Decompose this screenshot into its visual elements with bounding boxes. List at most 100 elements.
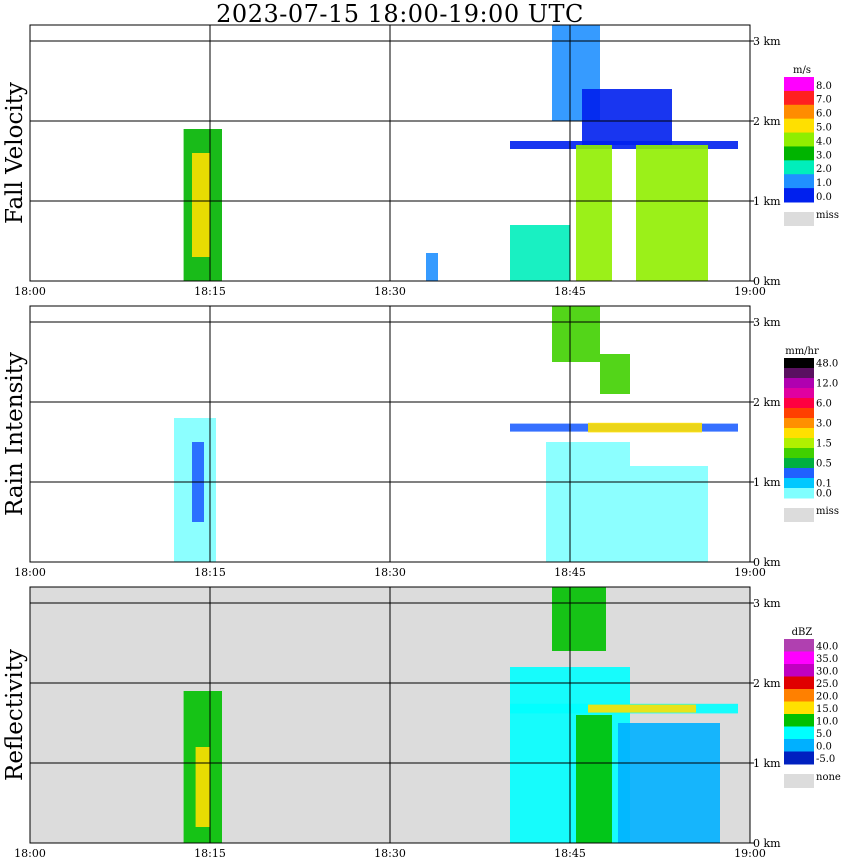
- y-axis-label: Fall Velocity: [2, 82, 28, 224]
- colorbar-swatch: [784, 639, 814, 652]
- colorbar-swatch: [784, 160, 814, 175]
- echo-cell: [582, 89, 672, 145]
- colorbar-level-label: 25.0: [816, 679, 838, 690]
- y-tick-label: 2 km: [753, 677, 781, 690]
- y-tick-label: 0 km: [753, 837, 781, 850]
- x-tick-label: 18:00: [14, 566, 46, 579]
- echo-cell: [195, 747, 210, 827]
- colorbar-swatch: [784, 388, 814, 399]
- colorbar-swatch: [784, 378, 814, 389]
- colorbar-swatch: [784, 188, 814, 203]
- panel-2: 18:00 18:15 18:30 18:45 19:000 km 1 km 2 km 3 k…: [2, 305, 839, 579]
- echo-cell: [600, 354, 630, 394]
- colorbar-level-label: 5.0: [816, 122, 832, 133]
- colorbar-unit: dBZ: [792, 627, 813, 638]
- colorbar-missing-swatch: [784, 212, 814, 226]
- colorbar-swatch: [784, 398, 814, 409]
- colorbar-swatch: [784, 664, 814, 677]
- colorbar-swatch: [784, 739, 814, 752]
- y-axis-label: Rain Intensity: [2, 352, 28, 516]
- colorbar-swatch: [784, 689, 814, 702]
- x-tick-label: 18:45: [554, 566, 586, 579]
- colorbar-swatch: [784, 478, 814, 489]
- x-tick-label: 19:00: [734, 566, 766, 579]
- colorbar-missing-swatch: [784, 508, 814, 522]
- colorbar-level-label: 7.0: [816, 95, 832, 106]
- x-tick-label: 18:30: [374, 566, 406, 579]
- y-tick-label: 1 km: [753, 195, 781, 208]
- colorbar-missing-label: miss: [816, 506, 839, 517]
- colorbar-level-label: 5.0: [816, 729, 832, 740]
- colorbar-swatch: [784, 90, 814, 106]
- colorbar-swatch: [784, 418, 814, 429]
- colorbar-swatch: [784, 104, 814, 120]
- colorbar-level-label: 6.0: [816, 109, 832, 120]
- x-tick-label: 19:00: [734, 847, 766, 860]
- x-tick-label: 19:00: [734, 285, 766, 298]
- colorbar-swatch: [784, 368, 814, 379]
- colorbar-level-label: 0.0: [816, 192, 832, 203]
- echo-cell: [192, 153, 210, 257]
- x-tick-label: 18:00: [14, 285, 46, 298]
- colorbar-level-label: 30.0: [816, 667, 838, 678]
- colorbar-level-label: 1.0: [816, 178, 832, 189]
- colorbar-level-label: 1.5: [816, 439, 832, 450]
- echo-cell: [510, 225, 570, 281]
- colorbar-level-label: -5.0: [816, 754, 835, 765]
- y-tick-label: 1 km: [753, 757, 781, 770]
- colorbar-swatch: [784, 174, 814, 189]
- x-tick-label: 18:45: [554, 847, 586, 860]
- colorbar-swatch: [784, 714, 814, 727]
- y-axis-label: Reflectivity: [2, 649, 28, 781]
- colorbar-level-label: 4.0: [816, 136, 832, 147]
- y-tick-label: 1 km: [753, 476, 781, 489]
- colorbar-level-label: 8.0: [816, 81, 832, 92]
- colorbar-level-label: 12.0: [816, 379, 838, 390]
- colorbar-swatch: [784, 458, 814, 469]
- colorbar-level-label: 3.0: [816, 419, 832, 430]
- colorbar-swatch: [784, 701, 814, 715]
- colorbar-level-label: 48.0: [816, 359, 838, 370]
- echo-cell: [636, 145, 708, 281]
- colorbar-swatch: [784, 118, 814, 134]
- colorbar-missing-label: none: [816, 772, 841, 783]
- plot-frame: [29, 305, 751, 563]
- x-tick-label: 18:30: [374, 285, 406, 298]
- chart-title: 2023-07-15 18:00-19:00 UTC: [216, 0, 584, 28]
- colorbar-level-label: 6.0: [816, 399, 832, 410]
- colorbar-level-label: 40.0: [816, 642, 838, 653]
- colorbar-swatch: [784, 358, 814, 369]
- panel-1: 18:00 18:15 18:30 18:45 19:000 km 1 km 2 km 3 k…: [2, 24, 839, 298]
- x-tick-label: 18:45: [554, 285, 586, 298]
- y-tick-label: 0 km: [753, 556, 781, 569]
- colorbar-swatch: [784, 146, 814, 161]
- colorbar-swatch: [784, 77, 814, 92]
- colorbar-swatch: [784, 651, 814, 665]
- colorbar-swatch: [784, 438, 814, 449]
- echo-cell: [426, 253, 438, 281]
- x-tick-label: 18:15: [194, 566, 226, 579]
- echo-cell: [618, 723, 720, 843]
- y-tick-label: 3 km: [753, 35, 781, 48]
- colorbar-swatch: [784, 132, 814, 147]
- y-tick-label: 3 km: [753, 316, 781, 329]
- echo-cell: [588, 704, 696, 713]
- plot-frame: [29, 24, 751, 282]
- echo-cell: [546, 442, 630, 562]
- plot-frame: [29, 586, 751, 844]
- y-tick-label: 3 km: [753, 597, 781, 610]
- x-tick-label: 18:00: [14, 847, 46, 860]
- colorbar-level-label: 3.0: [816, 150, 832, 161]
- colorbar-missing-swatch: [784, 774, 814, 788]
- colorbar-level-label: 20.0: [816, 692, 838, 703]
- colorbar-level-label: 2.0: [816, 164, 832, 175]
- x-tick-label: 18:30: [374, 847, 406, 860]
- colorbar-swatch: [784, 428, 814, 439]
- colorbar-level-label: 0.1: [816, 479, 832, 490]
- colorbar-level-label: 0.0: [816, 489, 832, 500]
- colorbar-level-label: 15.0: [816, 704, 838, 715]
- colorbar-swatch: [784, 448, 814, 459]
- colorbar-unit: m/s: [793, 65, 811, 76]
- colorbar-level-label: 35.0: [816, 654, 838, 665]
- colorbar-level-label: 10.0: [816, 717, 838, 728]
